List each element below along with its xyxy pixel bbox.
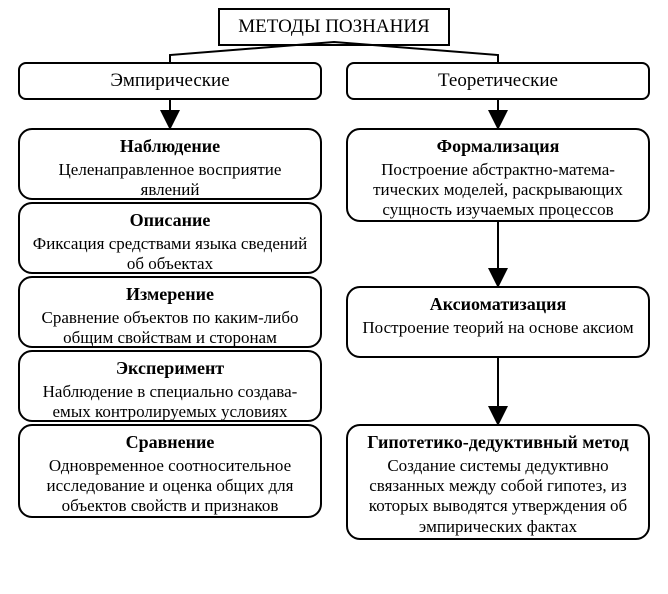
method-desc: Построение абстрактно-матема­тических мо… <box>358 160 638 221</box>
method-theoretical-1: Аксиоматизация Построение теорий на осно… <box>346 286 650 358</box>
root-node: МЕТОДЫ ПОЗНАНИЯ <box>218 8 450 46</box>
category-theoretical-label: Теоретические <box>438 70 558 91</box>
method-title: Формализация <box>358 136 638 158</box>
method-title: Сравнение <box>30 432 310 454</box>
category-empirical-label: Эмпирические <box>110 70 229 91</box>
method-desc: Построение теорий на основе аксиом <box>358 318 638 338</box>
method-desc: Одновременное соотносительное исследован… <box>30 456 310 517</box>
method-title: Эксперимент <box>30 358 310 380</box>
method-title: Измерение <box>30 284 310 306</box>
method-desc: Сравнение объектов по каким-либо общим с… <box>30 308 310 349</box>
method-empirical-1: Описание Фиксация средствами языка све­д… <box>18 202 322 274</box>
method-theoretical-0: Формализация Построение абстрактно-матем… <box>346 128 650 222</box>
category-empirical: Эмпирические <box>18 62 322 100</box>
method-empirical-3: Эксперимент Наблюдение в специально созд… <box>18 350 322 422</box>
method-title: Аксиоматизация <box>358 294 638 316</box>
method-desc: Фиксация средствами языка све­дений об о… <box>30 234 310 275</box>
method-theoretical-2: Гипотетико-дедуктивный метод Создание си… <box>346 424 650 540</box>
method-desc: Наблюдение в специально создава­емых кон… <box>30 382 310 423</box>
root-label: МЕТОДЫ ПОЗНАНИЯ <box>238 16 429 37</box>
method-desc: Создание системы дедуктивно связанных ме… <box>358 456 638 538</box>
method-empirical-0: Наблюдение Целенаправленное восприятие я… <box>18 128 322 200</box>
method-title: Гипотетико-дедуктивный метод <box>358 432 638 454</box>
method-title: Наблюдение <box>30 136 310 158</box>
method-empirical-2: Измерение Сравнение объектов по каким-ли… <box>18 276 322 348</box>
method-empirical-4: Сравнение Одновременное соотносительное … <box>18 424 322 518</box>
category-theoretical: Теоретические <box>346 62 650 100</box>
method-desc: Целенаправленное восприятие явлений <box>30 160 310 201</box>
method-title: Описание <box>30 210 310 232</box>
